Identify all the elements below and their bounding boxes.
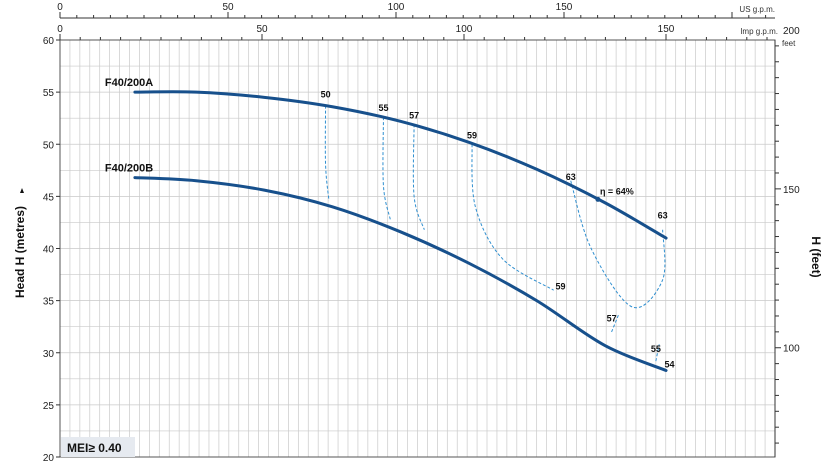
y-tick-label: 30 [43,349,55,360]
y-axis-arrow-icon [20,188,24,193]
efficiency-label: 57 [409,110,419,120]
efficiency-peak-marker [595,196,601,202]
y2-tick-label: 200 [783,26,800,37]
x-us-tick-label: 0 [57,2,63,13]
efficiency-label: 63 [566,172,576,182]
x-axis-us-unit: US g.p.m. [739,5,775,14]
series-line [133,90,668,240]
efficiency-contour-line [412,124,425,230]
efficiency-contour-line [611,315,619,333]
x-imp-tick-label: 150 [658,24,675,35]
x-us-tick-label: 100 [388,2,405,13]
efficiency-label: 63 [658,211,668,221]
efficiency-contour-line [655,344,660,362]
efficiency-label: 59 [467,130,477,140]
y-tick-label: 35 [43,297,55,308]
y-axis-title: Head H (metres) [13,206,27,298]
efficiency-label: 57 [607,314,617,324]
mei-note-box [61,437,135,457]
x-imp-tick-label: 100 [456,24,473,35]
x-axis-imp-unit: Imp g.p.m. [740,27,778,36]
x-us-tick-label: 50 [222,2,234,13]
efficiency-label: 59 [555,281,565,291]
efficiency-contour-line [471,144,554,291]
x-imp-tick-label: 0 [57,24,63,35]
y-tick-label: 50 [43,140,55,151]
efficiency-label: 54 [664,360,674,370]
efficiency-label: 50 [321,90,331,100]
plot-grid [59,39,776,458]
efficiency-contour-line [324,105,330,201]
y2-axis-title: H (feet) [809,236,823,277]
axes: 60 55 50 45 40 35 30 25 20 200 150 100 0 50 100 150 0 50 1… [43,2,800,464]
mei-note: MEI≥ 0.40 [67,441,122,455]
series-label: F40/200A [105,77,153,89]
y-tick-label: 40 [43,245,55,256]
efficiency-contour-line [570,180,666,309]
series-line [133,176,668,372]
efficiency-peak-label: η = 64% [600,186,634,196]
x-imp-tick-label: 50 [256,24,268,35]
efficiency-contours [324,105,666,362]
y-tick-label: 20 [43,453,55,464]
efficiency-contour-line [382,117,391,220]
efficiency-label: 55 [651,344,661,354]
y-tick-label: 60 [43,36,55,47]
y-tick-label: 45 [43,192,55,203]
y2-tick-label: 100 [783,344,800,355]
efficiency-label: 55 [378,103,388,113]
x-us-tick-label: 150 [556,2,573,13]
series-layer [133,90,668,372]
y-tick-label: 25 [43,401,55,412]
y2-axis-unit: feet [782,39,796,48]
y-tick-label: 55 [43,88,55,99]
y2-tick-label: 150 [783,185,800,196]
series-label: F40/200B [105,163,153,175]
